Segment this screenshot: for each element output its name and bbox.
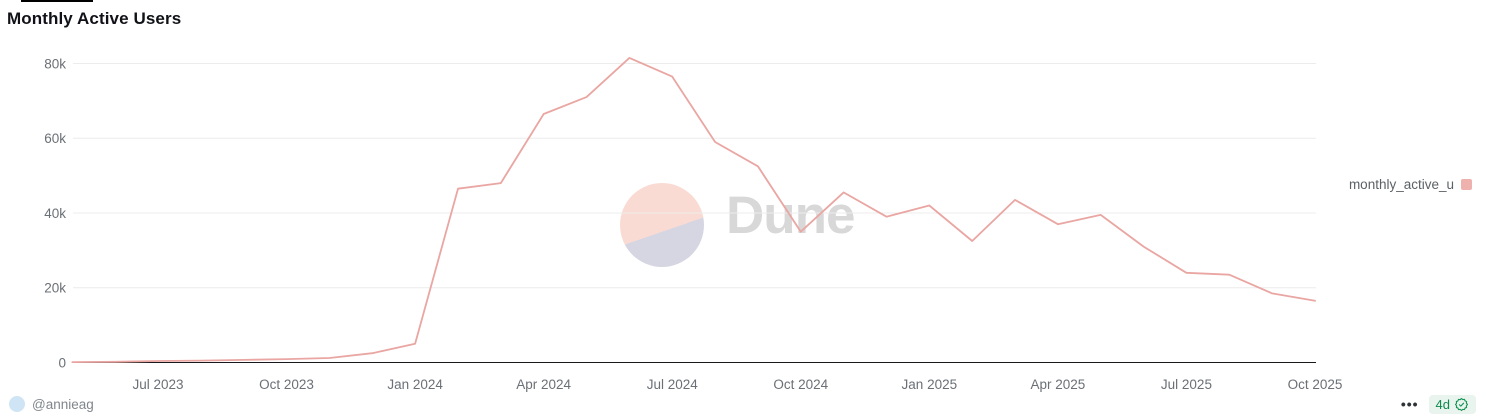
- legend[interactable]: monthly_active_u: [1349, 177, 1472, 192]
- data-freshness-badge[interactable]: 4d: [1428, 394, 1476, 414]
- more-options-button[interactable]: •••: [1400, 396, 1419, 412]
- x-tick-label: Oct 2024: [773, 377, 828, 392]
- x-tick-label: Jul 2025: [1161, 377, 1212, 392]
- chart-title: Monthly Active Users: [7, 9, 182, 28]
- series-line-monthly_active_u: [71, 57, 1316, 364]
- footer-author[interactable]: @annieag: [9, 396, 94, 412]
- legend-label: monthly_active_u: [1348, 177, 1454, 192]
- y-tick-label: 60k: [44, 131, 66, 146]
- y-tick-label: 80k: [44, 56, 66, 71]
- x-tick-label: Apr 2024: [516, 377, 571, 392]
- y-tick-label: 20k: [44, 281, 66, 296]
- x-tick-label: Jul 2024: [647, 377, 699, 392]
- y-tick-label: 0: [58, 355, 66, 370]
- y-tick-label: 40k: [44, 206, 66, 221]
- legend-swatch: [1461, 179, 1472, 190]
- verified-check-icon: [1455, 397, 1468, 411]
- top-edge-artifact: [21, 0, 93, 2]
- author-avatar[interactable]: [9, 396, 25, 412]
- freshness-age: 4d: [1435, 396, 1450, 412]
- x-tick-label: Oct 2023: [259, 377, 314, 392]
- x-tick-label: Jul 2023: [132, 377, 183, 392]
- footer: @annieag ••• 4d: [9, 394, 1476, 414]
- footer-actions: ••• 4d: [1401, 394, 1476, 414]
- x-tick-label: Oct 2025: [1288, 377, 1343, 392]
- x-tick-label: Jan 2024: [387, 377, 443, 392]
- x-tick-label: Jan 2025: [902, 377, 958, 392]
- x-tick-label: Apr 2025: [1030, 377, 1085, 392]
- author-handle[interactable]: @annieag: [32, 396, 94, 412]
